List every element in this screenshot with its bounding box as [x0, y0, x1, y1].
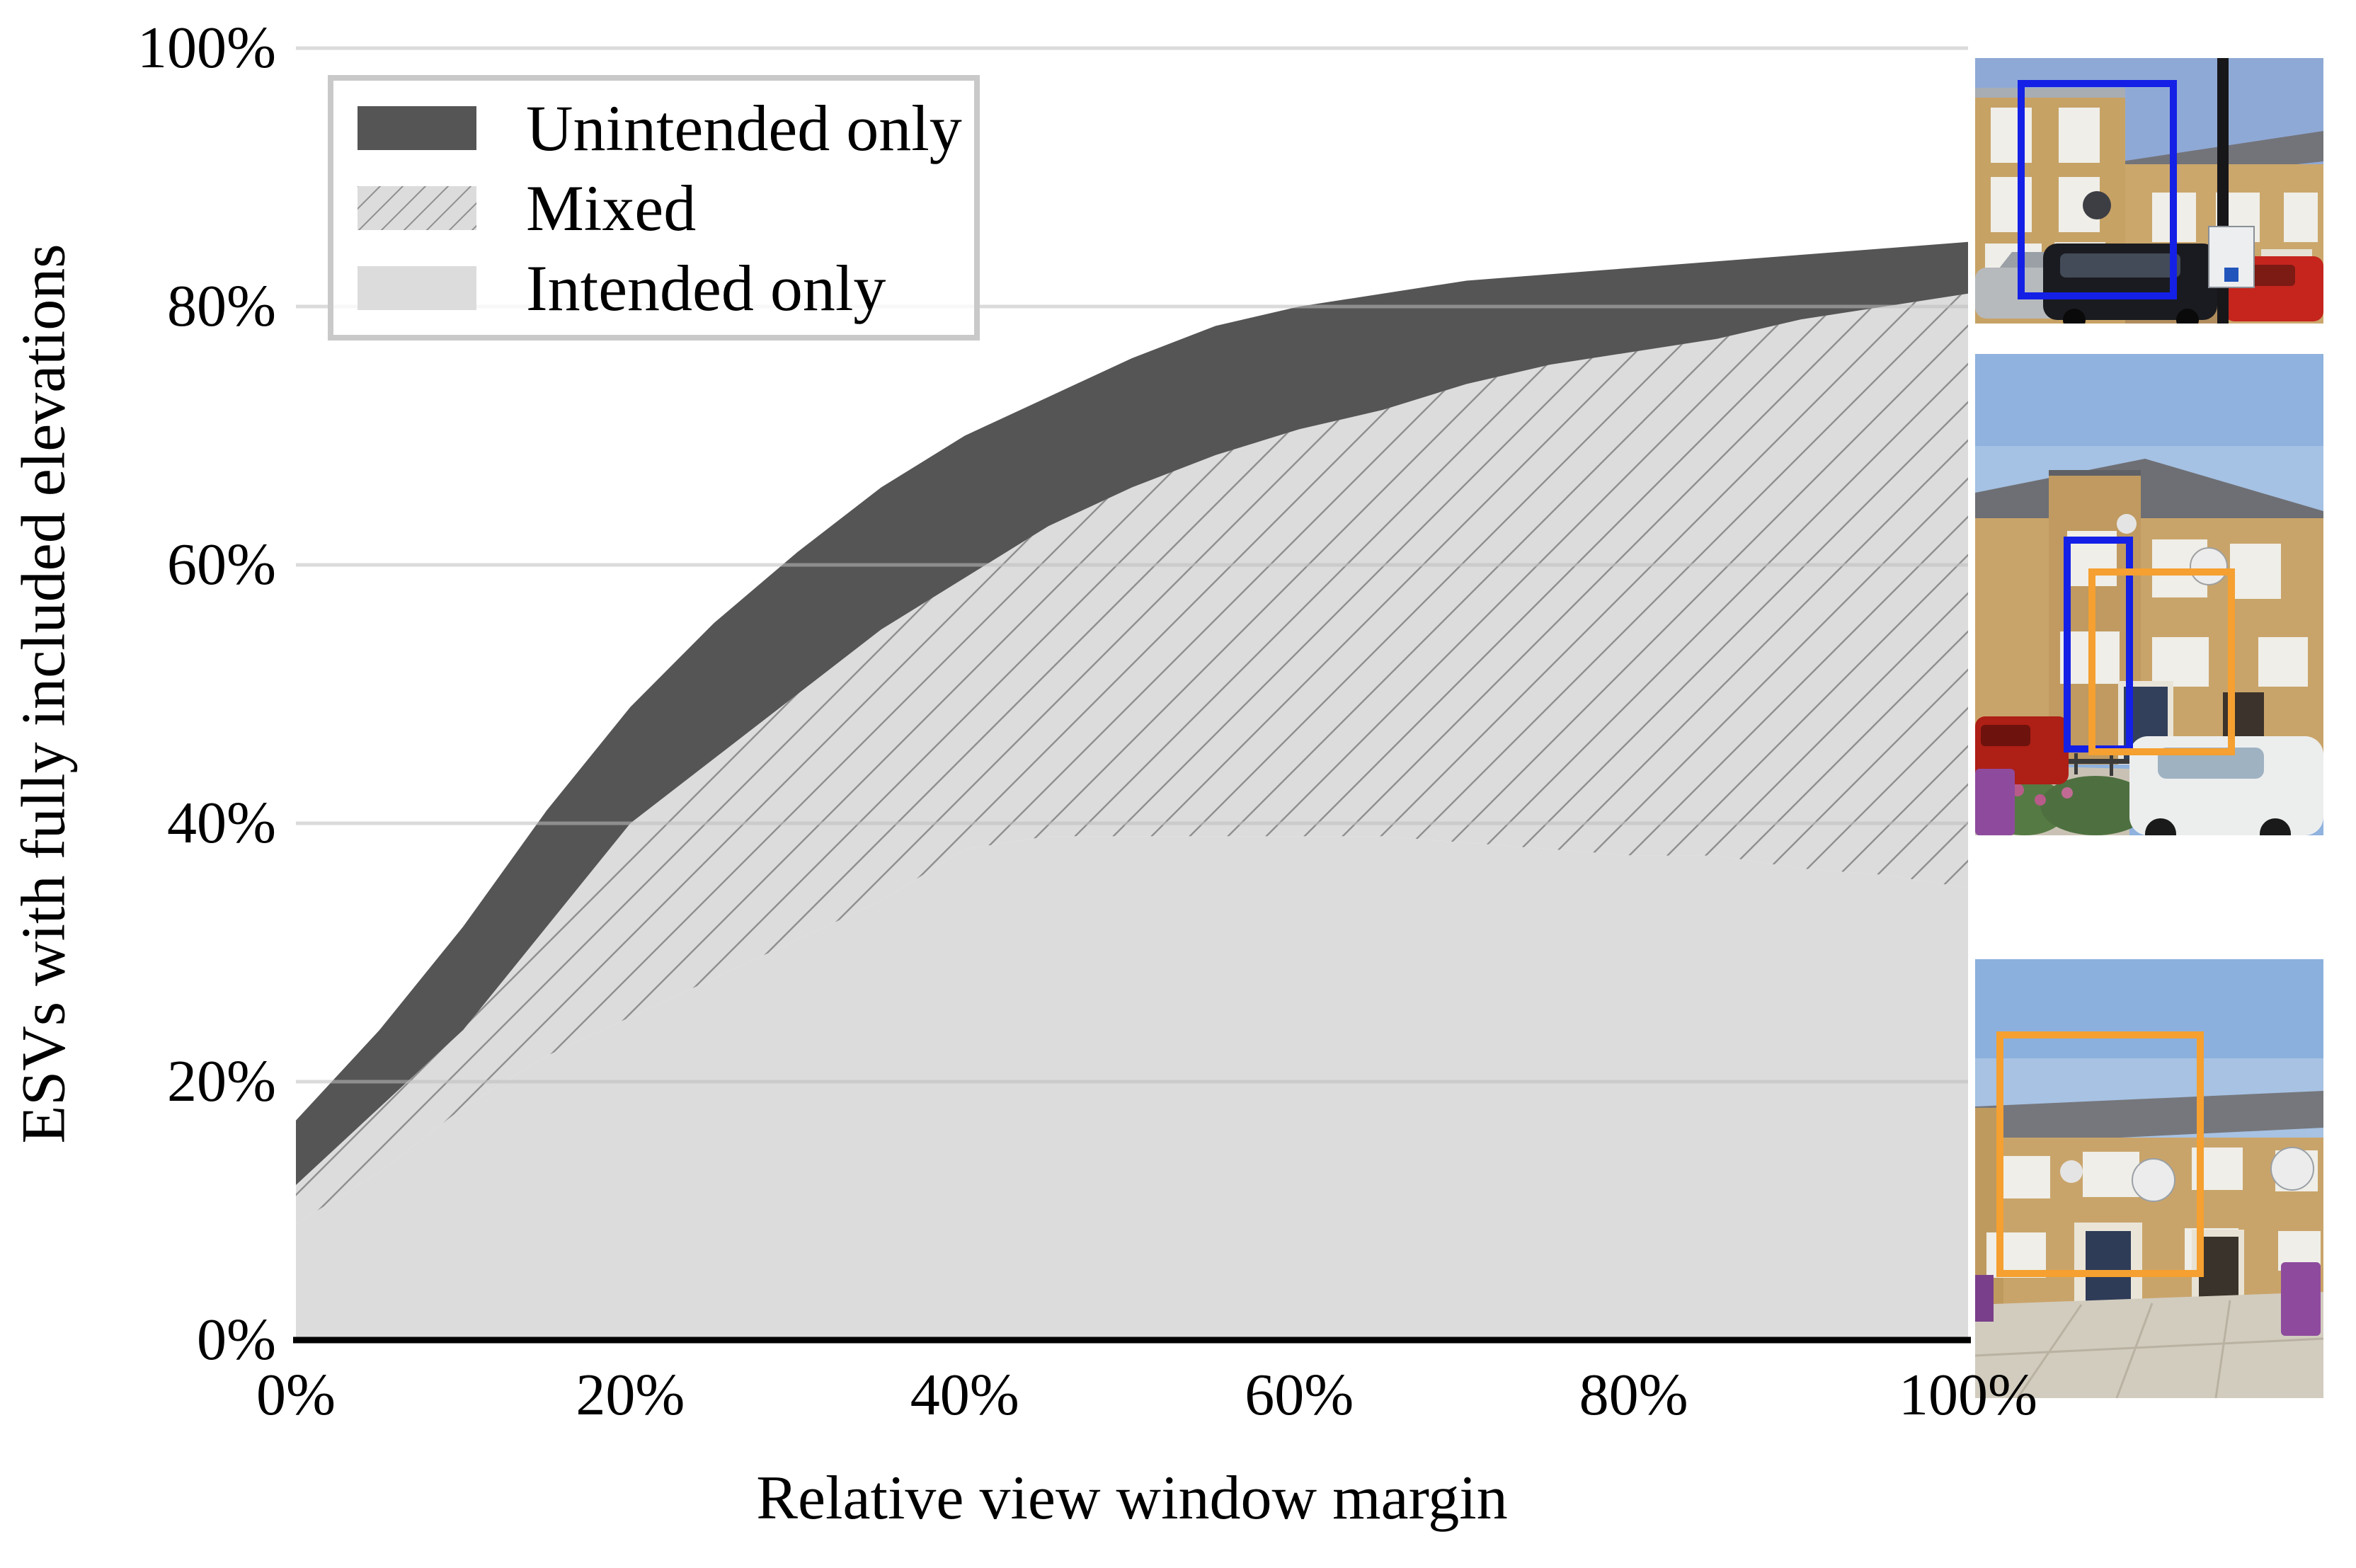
cars: [1975, 716, 2323, 835]
parking-sign-pole: [2208, 58, 2255, 324]
legend-item-mixed: Mixed: [358, 176, 974, 241]
y-tick-label-80%: 80%: [167, 273, 276, 339]
legend-item-unintended-only: Unintended only: [358, 96, 974, 161]
legend-swatch-hatched-lines: [358, 185, 476, 230]
area-mixed-hatching: [296, 293, 1968, 1224]
legend-swatch-dark-rect: [358, 105, 476, 150]
purple-bin: [1975, 769, 2015, 835]
legend-label-intended-only: Intended only: [526, 251, 886, 324]
y-tick-label-60%: 60%: [167, 532, 276, 597]
x-tick-label-0%: 0%: [256, 1362, 336, 1428]
x-axis-label: Relative view window margin: [756, 1464, 1508, 1533]
street-photo-top: [1975, 58, 2323, 324]
y-tick-label-20%: 20%: [167, 1048, 276, 1114]
legend-swatch-light-rect: [358, 265, 476, 310]
y-axis-label: ESVs with fully included elevations: [9, 244, 79, 1144]
area-unintended-only: [296, 241, 1968, 1185]
legend-swatch-light: [358, 265, 476, 310]
legend: Unintended only Mixed Intended only: [328, 75, 980, 341]
legend-item-intended-only: Intended only: [358, 256, 974, 321]
houses: [1975, 1091, 2323, 1306]
y-tick-label-40%: 40%: [167, 790, 276, 856]
area-intended-only: [296, 836, 1968, 1340]
x-tick-label-40%: 40%: [910, 1362, 1019, 1428]
x-tick-label-100%: 100%: [1899, 1362, 2037, 1428]
pavement: [1975, 1292, 2323, 1398]
y-tick-label-0%: 0%: [197, 1307, 276, 1373]
view-window-box-orange: [2088, 568, 2235, 755]
street-photo-top-canvas: [1975, 58, 2323, 324]
purple-bin: [2281, 1262, 2321, 1336]
street-photo-middle-canvas: [1975, 354, 2323, 835]
view-window-box-blue: [2018, 80, 2177, 299]
view-window-box-orange: [1996, 1031, 2204, 1277]
street-photo-bottom-canvas: [1975, 959, 2323, 1398]
legend-label-unintended-only: Unintended only: [526, 91, 962, 164]
legend-swatch-dark: [358, 105, 476, 150]
x-tick-label-60%: 60%: [1245, 1362, 1354, 1428]
y-tick-label-100%: 100%: [137, 15, 276, 81]
x-tick-label-80%: 80%: [1579, 1362, 1688, 1428]
legend-swatch-hatched: [358, 185, 476, 230]
purple-bin-small: [1975, 1275, 1994, 1322]
street-photo-middle: [1975, 354, 2323, 835]
legend-label-mixed: Mixed: [526, 171, 697, 244]
street-photo-bottom: [1975, 959, 2323, 1398]
x-tick-label-20%: 20%: [576, 1362, 685, 1428]
